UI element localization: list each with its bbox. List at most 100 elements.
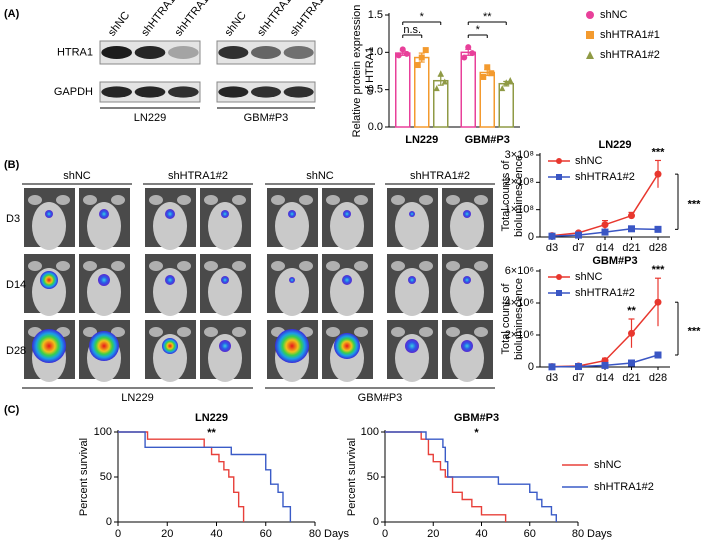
marker — [654, 298, 662, 306]
chart-title: GBM#P3 — [592, 255, 637, 267]
mouse-ear — [111, 327, 125, 337]
mouse-ear — [232, 195, 246, 205]
signal — [45, 210, 53, 218]
y-tick-label: 4×10⁶ — [505, 297, 534, 309]
legend-label: shHTRA1#2 — [600, 49, 660, 61]
mouse-ear — [177, 195, 191, 205]
y-tick-label: 0.0 — [368, 121, 383, 133]
cell-line-label: LN229 — [121, 392, 153, 404]
y-axis-label: Relative protein expression — [351, 5, 363, 138]
mouse-ear — [391, 195, 405, 205]
y-tick-label: 3×10⁸ — [505, 149, 534, 161]
signal — [221, 276, 229, 284]
x-tick-label: d28 — [649, 372, 667, 384]
signal — [40, 271, 58, 289]
sig-label: *** — [652, 264, 666, 276]
mouse-ear — [474, 327, 488, 337]
signal — [32, 329, 66, 363]
y-tick-label: 100 — [94, 426, 112, 438]
signal — [275, 329, 309, 363]
y-tick-label: 0 — [528, 361, 534, 373]
series-line — [551, 301, 659, 368]
legend-label: shHTRA1#1 — [600, 29, 660, 41]
lane-label: shNC — [223, 10, 249, 39]
signal — [334, 333, 360, 359]
cell-line-label: GBM#P3 — [244, 112, 289, 124]
marker — [556, 174, 562, 180]
mouse-ear — [446, 261, 460, 271]
mouse-body — [275, 268, 309, 316]
mouse-ear — [326, 261, 340, 271]
x-tick-label: d14 — [596, 242, 614, 254]
mouse-body — [153, 268, 187, 316]
y-tick-label: 1.5 — [368, 9, 383, 21]
group-label: shHTRA1#2 — [410, 170, 470, 182]
mouse-ear — [204, 195, 218, 205]
y-axis-label: bioluminescence — [513, 155, 525, 237]
legend-label: shNC — [575, 155, 603, 167]
signal — [221, 210, 229, 218]
mouse-ear — [354, 195, 368, 205]
mouse-ear — [111, 261, 125, 271]
cell-line-label: GBM#P3 — [358, 392, 403, 404]
blot-band — [218, 86, 249, 98]
sig-label: * — [474, 427, 479, 439]
y-tick-label: 1.0 — [368, 46, 383, 58]
mouse-ear — [271, 195, 285, 205]
day-label: D3 — [6, 213, 20, 225]
marker — [437, 70, 444, 77]
y-tick-label: 0.5 — [368, 84, 383, 96]
blot-band — [134, 46, 166, 59]
marker — [654, 170, 662, 178]
panel-label: (A) — [4, 8, 20, 20]
signal — [165, 209, 175, 219]
mouse-body — [153, 334, 187, 382]
survival-curve — [118, 431, 245, 522]
marker — [484, 64, 491, 71]
blot-band — [250, 46, 282, 59]
blot-band — [168, 86, 199, 98]
x-tick-label: d28 — [649, 242, 667, 254]
signal — [343, 210, 351, 218]
mouse-ear — [446, 327, 460, 337]
sig-label: ** — [207, 427, 216, 439]
lane-label: shHTRA1#2 — [173, 0, 219, 39]
mouse-ear — [149, 195, 163, 205]
marker — [601, 221, 609, 229]
x-tick-label: 40 — [475, 528, 487, 540]
marker — [503, 79, 510, 86]
y-tick-label: 1×10⁸ — [505, 204, 534, 216]
mouse-ear — [28, 261, 42, 271]
marker — [628, 359, 635, 367]
mouse-body — [87, 202, 121, 250]
marker — [628, 225, 635, 233]
x-tick-label: 80 — [309, 528, 321, 540]
mouse-body — [208, 334, 242, 382]
mouse-body — [208, 268, 242, 316]
x-tick-label: d14 — [596, 372, 614, 384]
mouse-ear — [354, 327, 368, 337]
mouse-body — [208, 202, 242, 250]
marker — [575, 363, 582, 371]
marker — [601, 361, 609, 369]
sig-label: * — [420, 11, 425, 23]
y-axis-label: Percent survival — [346, 438, 358, 516]
chart-title: GBM#P3 — [454, 412, 499, 424]
marker — [418, 54, 425, 61]
panel-label: (C) — [4, 404, 20, 416]
mouse-ear — [354, 261, 368, 271]
marker — [461, 54, 468, 61]
x-tick-label: 60 — [260, 528, 272, 540]
cell-line-label: LN229 — [134, 112, 166, 124]
marker — [586, 31, 594, 39]
blot-band — [101, 46, 132, 59]
y-tick-label: 0 — [373, 516, 379, 528]
marker — [441, 78, 448, 85]
legend-label: shNC — [600, 9, 628, 21]
mouse-ear — [326, 195, 340, 205]
marker — [399, 46, 406, 53]
marker — [469, 50, 476, 57]
marker — [433, 85, 440, 92]
mouse-ear — [232, 261, 246, 271]
